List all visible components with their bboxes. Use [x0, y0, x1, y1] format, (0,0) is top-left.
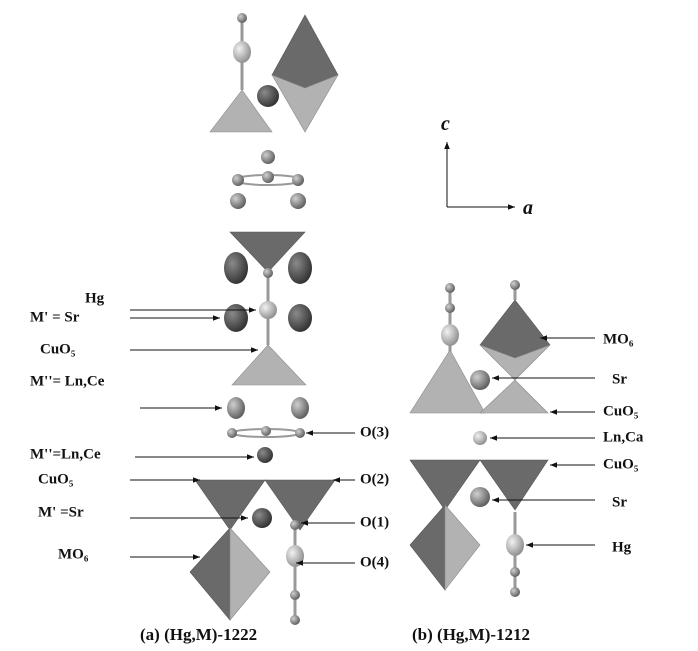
atom — [259, 301, 277, 319]
octahedron — [272, 15, 338, 88]
axis-label: a — [523, 197, 533, 219]
label: O(2) — [360, 471, 389, 487]
atom — [470, 487, 490, 507]
atom — [224, 252, 248, 284]
octahedron — [230, 528, 270, 620]
atom — [506, 534, 524, 556]
octahedron — [190, 528, 230, 620]
label: CuO₅ — [603, 456, 639, 472]
label: Hg — [85, 290, 105, 306]
atom — [263, 268, 273, 278]
label: CuO₅ — [38, 471, 74, 487]
label: CuO₅ — [603, 403, 639, 419]
atom — [290, 590, 300, 600]
label: MO₆ — [58, 546, 89, 562]
atom — [291, 397, 309, 419]
atom — [286, 545, 304, 567]
label: Hg — [612, 539, 632, 555]
atom — [473, 431, 487, 445]
atom — [290, 193, 306, 209]
atom — [290, 615, 300, 625]
diagram: c a Hg M' = Sr CuO₅ M''= Ln,Ce M''=Ln,Ce… — [0, 0, 698, 651]
atom — [232, 174, 244, 186]
atom — [288, 252, 312, 284]
atom — [227, 428, 237, 438]
atom — [261, 426, 271, 436]
atom — [510, 567, 520, 577]
atom — [510, 587, 520, 597]
label: M''=Ln,Ce — [30, 446, 101, 462]
pyramid — [232, 345, 306, 385]
octahedron — [410, 505, 445, 590]
atom — [261, 150, 275, 164]
label: O(4) — [360, 554, 389, 570]
label: Sr — [612, 371, 627, 387]
atom — [510, 280, 520, 290]
label: CuO₅ — [40, 341, 76, 357]
label: M''= Ln,Ce — [30, 373, 105, 389]
atom — [290, 520, 300, 530]
atom — [257, 447, 273, 463]
atom — [445, 303, 455, 313]
structure-a — [190, 13, 338, 625]
pyramid — [480, 380, 548, 413]
axis-label: c — [441, 113, 450, 135]
atom — [224, 304, 248, 332]
atom — [257, 85, 279, 107]
atom — [288, 304, 312, 332]
atom — [262, 171, 274, 183]
label: O(3) — [360, 424, 389, 440]
atom — [470, 370, 490, 390]
caption: (a) (Hg,M)-1222 — [140, 625, 257, 644]
label: MO₆ — [603, 331, 634, 347]
atom — [252, 508, 272, 528]
label: Sr — [612, 494, 627, 510]
atom — [445, 283, 455, 293]
caption: (b) (Hg,M)-1212 — [412, 625, 530, 644]
atom — [292, 174, 304, 186]
label: O(1) — [360, 514, 389, 530]
atom — [230, 193, 246, 209]
pyramid — [480, 460, 548, 510]
pyramid — [410, 460, 480, 510]
label: Ln,Ca — [603, 429, 644, 445]
atom — [441, 324, 459, 346]
label: M' = Sr — [30, 309, 80, 325]
atom — [227, 397, 245, 419]
atom — [295, 428, 305, 438]
atom — [237, 13, 247, 23]
octahedron — [445, 505, 480, 590]
atom — [233, 41, 251, 63]
axes: c a — [441, 113, 533, 219]
label: M' =Sr — [38, 504, 84, 520]
